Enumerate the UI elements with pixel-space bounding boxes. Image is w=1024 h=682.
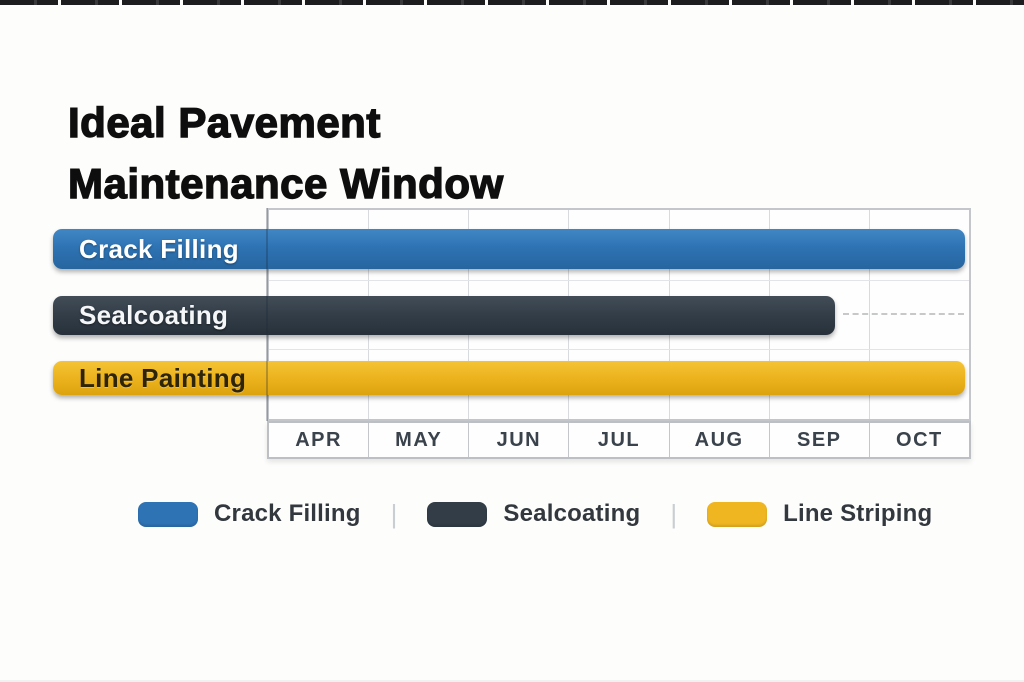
bar-label-line-painting: Line Painting — [79, 362, 247, 393]
cropped-top-strip — [0, 0, 1024, 5]
legend-item-crack-filling: Crack Filling — [138, 500, 361, 528]
bar-label-sealcoating: Sealcoating — [79, 300, 229, 330]
legend-swatch-crack-filling — [138, 501, 198, 527]
legend-item-sealcoating: Sealcoating — [427, 500, 640, 528]
page-title-line2: Maintenance Window — [67, 159, 504, 208]
axis-tick-jun: JUN — [469, 423, 570, 457]
page-title-line1: Ideal Pavement — [67, 98, 381, 147]
legend-label-line-striping: Line Striping — [783, 500, 933, 527]
legend-swatch-sealcoating — [427, 501, 488, 527]
horizontal-gridline — [269, 279, 969, 281]
legend: Crack Filling | Sealcoating | Line Strip… — [138, 499, 938, 529]
legend-separator: | — [670, 498, 678, 529]
legend-label-sealcoating: Sealcoating — [503, 500, 641, 527]
legend-swatch-line-striping — [707, 501, 768, 527]
bar-label-crack-filling: Crack Filling — [79, 233, 239, 264]
page-title: Ideal Pavement Maintenance Window — [67, 92, 504, 214]
legend-label-crack-filling: Crack Filling — [214, 500, 361, 527]
plot-left-border — [266, 208, 268, 421]
sealcoating-dashed-extension — [843, 313, 964, 315]
axis-tick-oct: OCT — [896, 428, 943, 451]
axis-tick-apr: APR — [269, 423, 370, 457]
legend-item-line-striping: Line Striping — [707, 500, 932, 528]
horizontal-gridline — [269, 349, 969, 351]
gantt-bar-line-painting: Line Painting — [53, 361, 965, 395]
month-axis: APR MAY JUN JUL AUG SEP OCT — [267, 421, 971, 459]
axis-tick-may: MAY — [369, 423, 470, 457]
gantt-bar-crack-filling: Crack Filling — [53, 229, 965, 269]
bottom-edge — [0, 680, 1024, 682]
axis-tick-jul: JUL — [569, 423, 670, 457]
gantt-bar-sealcoating: Sealcoating — [53, 296, 835, 335]
axis-tick-aug: AUG — [670, 423, 770, 457]
axis-tick-sep: SEP — [770, 423, 870, 457]
legend-separator: | — [390, 498, 398, 529]
